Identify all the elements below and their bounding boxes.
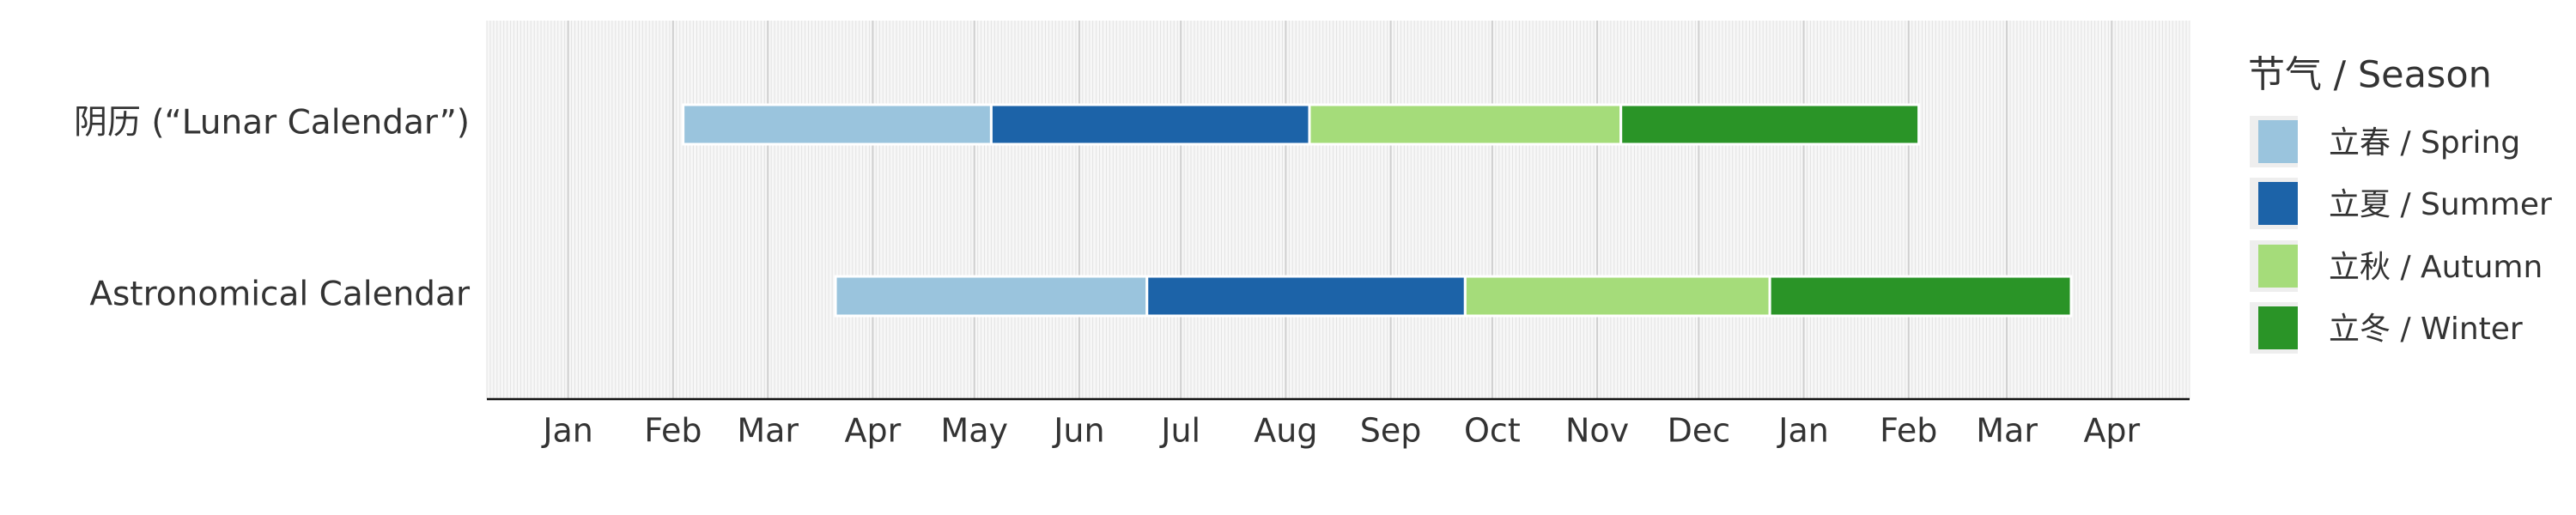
x-tick-label: Oct bbox=[1464, 412, 1521, 450]
bar-spring-row-1 bbox=[834, 275, 1149, 318]
legend-marker-spring bbox=[2258, 120, 2298, 163]
x-tick-label: Dec bbox=[1668, 412, 1731, 450]
x-tick-label: Mar bbox=[737, 412, 799, 450]
x-tick-label: Jun bbox=[1052, 412, 1104, 450]
plot-background bbox=[487, 21, 2190, 399]
day-grid bbox=[486, 21, 2190, 399]
y-label-lunar: 阴历 (“Lunar Calendar”) bbox=[74, 104, 470, 142]
x-tick-label: Mar bbox=[1976, 412, 2038, 450]
legend-label-autumn: 立秋 / Autumn bbox=[2329, 250, 2543, 285]
x-tick-label: Sep bbox=[1360, 412, 1422, 450]
legend-label-spring: 立春 / Spring bbox=[2329, 125, 2520, 161]
legend-title: 节气 / Season bbox=[2248, 54, 2492, 97]
x-tick-label: Jul bbox=[1159, 412, 1200, 450]
x-tick-label: Jan bbox=[541, 412, 593, 450]
y-label-astronomical: Astronomical Calendar bbox=[89, 276, 471, 314]
x-tick-label: Jan bbox=[1777, 412, 1829, 450]
legend-marker-summer bbox=[2258, 182, 2298, 225]
x-tick-label: Feb bbox=[1880, 412, 1937, 450]
legend-marker-winter bbox=[2258, 306, 2298, 349]
bar-spring-row-0 bbox=[682, 103, 993, 146]
x-tick-label: Apr bbox=[845, 412, 902, 450]
x-tick-label: Apr bbox=[2083, 412, 2140, 450]
bar-summer-row-0 bbox=[989, 103, 1311, 146]
bar-summer-row-1 bbox=[1145, 275, 1467, 318]
x-tick-label: Nov bbox=[1565, 412, 1629, 450]
x-tick-label: Aug bbox=[1254, 412, 1317, 450]
x-tick-labels: Jan Feb Mar Apr May Jun Jul Aug Sep Oct Nov Dec Jan F… bbox=[541, 412, 2140, 450]
legend-label-summer: 立夏 / Summer bbox=[2329, 187, 2552, 222]
bar-winter-row-1 bbox=[1768, 275, 2073, 318]
legend: 节气 / Season 立春 / Spring 立夏 / Summer 立秋 /… bbox=[2248, 54, 2552, 354]
x-tick-label: Feb bbox=[644, 412, 702, 450]
bar-autumn-row-0 bbox=[1308, 103, 1623, 146]
legend-label-winter: 立冬 / Winter bbox=[2329, 312, 2523, 347]
bar-autumn-row-1 bbox=[1463, 275, 1771, 318]
task-bars bbox=[682, 103, 2073, 318]
x-tick-label: May bbox=[940, 412, 1008, 450]
bar-winter-row-0 bbox=[1619, 103, 1921, 146]
legend-marker-autumn bbox=[2258, 245, 2298, 288]
